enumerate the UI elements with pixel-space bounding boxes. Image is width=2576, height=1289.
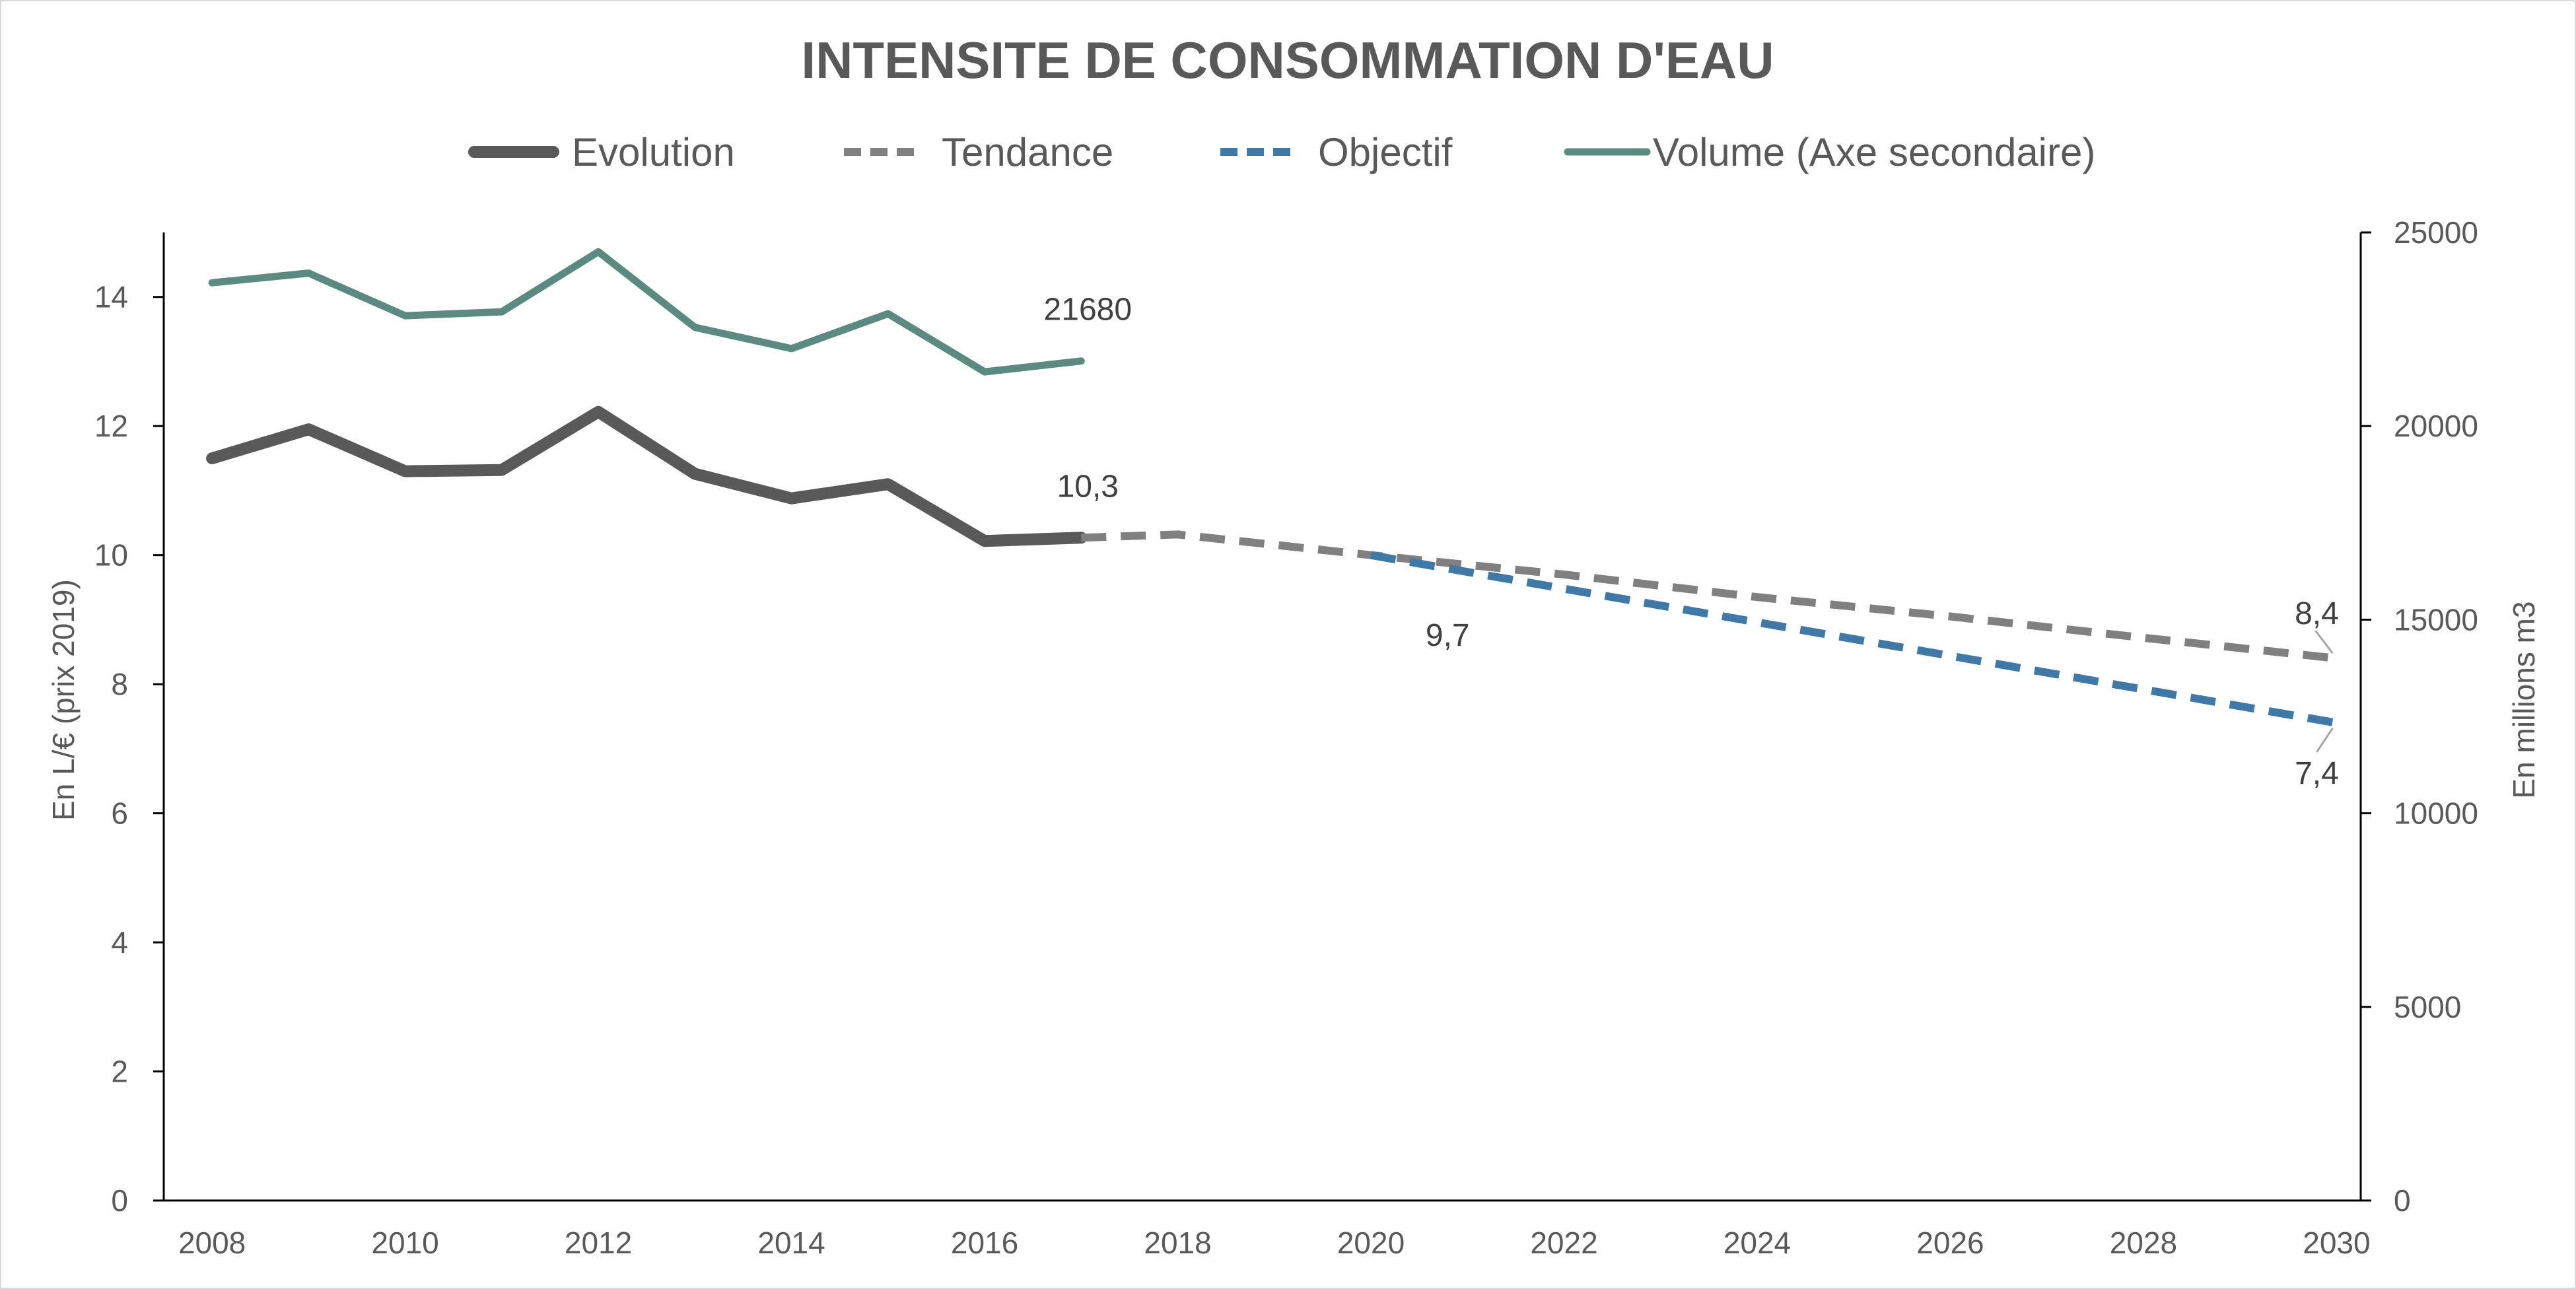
y2-tick-label: 5000 xyxy=(2394,990,2461,1024)
y-tick-label: 12 xyxy=(94,409,128,443)
x-tick-label: 2030 xyxy=(2303,1226,2370,1260)
x-tick-label: 2026 xyxy=(1916,1226,1984,1260)
y-tick-label: 6 xyxy=(111,796,128,831)
y2-tick-label: 10000 xyxy=(2394,796,2478,831)
series-line-volume-axe-secondaire xyxy=(208,248,1085,376)
y-tick-label: 0 xyxy=(111,1183,128,1218)
x-tick-label: 2024 xyxy=(1723,1226,1791,1260)
y-tick-label: 14 xyxy=(94,280,128,314)
y2-tick-label: 20000 xyxy=(2394,409,2478,443)
y2-tick-label: 25000 xyxy=(2394,215,2478,250)
x-tick-label: 2022 xyxy=(1530,1226,1597,1260)
y2-tick-label: 0 xyxy=(2394,1183,2411,1218)
x-tick-label: 2018 xyxy=(1144,1226,1211,1260)
y-axis-title: En L/€ (prix 2019) xyxy=(46,579,81,821)
axes: 0 2 4 6 8 10 12 14 0 5000 10000 15000 20000 25000 2008… xyxy=(94,215,2478,1260)
series-line-tendance xyxy=(1081,530,2338,662)
x-tick-label: 2012 xyxy=(565,1226,632,1260)
x-tick-label: 2020 xyxy=(1337,1226,1405,1260)
series-line-objectif xyxy=(1370,551,2338,727)
chart-title: INTENSITE DE CONSOMMATION D'EAU xyxy=(801,31,1774,89)
series-line-evolution xyxy=(206,405,1088,547)
y-tick-label: 10 xyxy=(94,538,128,573)
y-tick-label: 4 xyxy=(111,925,128,959)
y2-tick-label: 15000 xyxy=(2394,602,2478,637)
data-labels: 21680 10,3 9,7 8,4 7,4 xyxy=(1044,293,2339,791)
data-label: 21680 xyxy=(1044,293,1132,328)
legend-label: Tendance xyxy=(942,130,1113,174)
y-tick-label: 8 xyxy=(111,667,128,701)
data-label: 8,4 xyxy=(2295,596,2339,631)
data-label: 9,7 xyxy=(1426,618,1470,653)
data-label: 10,3 xyxy=(1057,469,1119,504)
data-label: 7,4 xyxy=(2295,756,2339,791)
x-tick-label: 2008 xyxy=(178,1226,246,1260)
y2-axis-title: En millions m3 xyxy=(2507,601,2541,798)
x-tick-label: 2028 xyxy=(2110,1226,2177,1260)
legend-label: Objectif xyxy=(1318,130,1453,174)
label-leader-line xyxy=(2316,727,2334,753)
label-leader-line xyxy=(2315,630,2334,654)
x-tick-label: 2016 xyxy=(951,1226,1018,1260)
series-layer xyxy=(206,248,2338,727)
legend: Evolution Tendance Objectif Volume (Axe sec… xyxy=(468,130,2095,174)
legend-label: Evolution xyxy=(572,130,735,174)
legend-label: Volume (Axe secondaire) xyxy=(1653,130,2095,174)
x-tick-label: 2014 xyxy=(757,1226,825,1260)
x-tick-label: 2010 xyxy=(371,1226,438,1260)
y-tick-label: 2 xyxy=(111,1055,128,1089)
